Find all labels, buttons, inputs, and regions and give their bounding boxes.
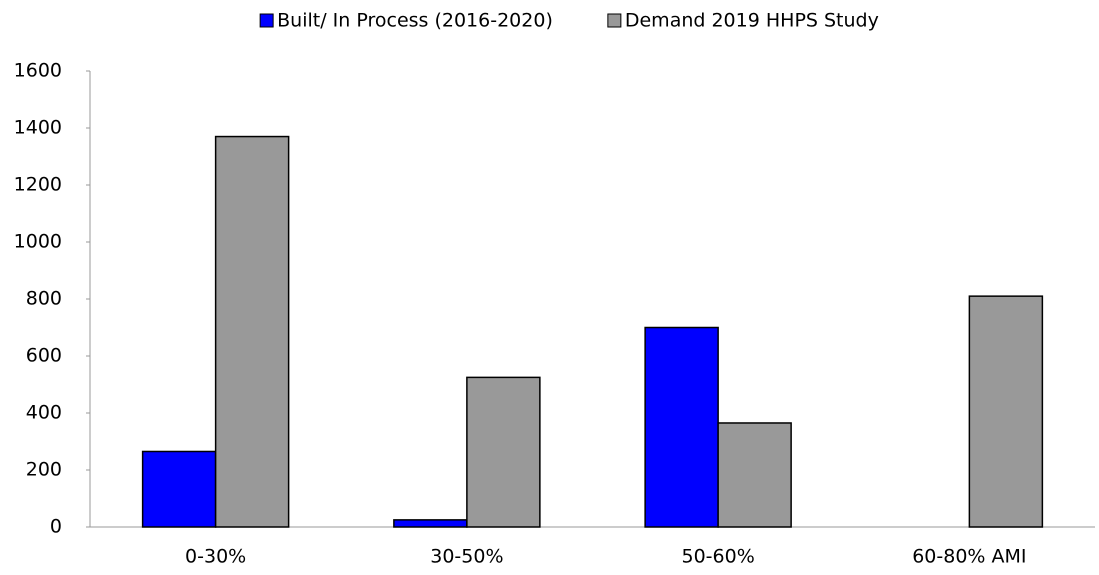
bar — [717, 422, 792, 528]
y-tick-label: 400 — [26, 402, 62, 424]
y-tick-label: 1000 — [14, 231, 62, 253]
legend-swatch — [607, 13, 622, 28]
bar — [214, 135, 290, 528]
x-tick-label: 50-60% — [681, 546, 754, 568]
legend-swatch — [259, 13, 274, 28]
bar — [644, 326, 719, 528]
y-tick-label: 800 — [26, 288, 62, 310]
bar — [393, 519, 468, 528]
x-tick-label: 0-30% — [185, 546, 246, 568]
y-tick-label: 200 — [26, 459, 62, 481]
y-tick-label: 1200 — [14, 174, 62, 196]
x-tick-label: 30-50% — [430, 546, 503, 568]
x-tick-label: 60-80% AMI — [912, 546, 1026, 568]
y-tick-label: 1600 — [14, 60, 62, 82]
bar — [141, 450, 217, 528]
y-tick-label: 1400 — [14, 117, 62, 139]
y-tick-label: 600 — [26, 345, 62, 367]
legend-label: Built/ In Process (2016-2020) — [277, 10, 553, 32]
y-tick-label: 0 — [50, 516, 62, 538]
bar — [968, 295, 1044, 528]
legend-label: Demand 2019 HHPS Study — [625, 10, 879, 32]
bar — [466, 376, 541, 528]
